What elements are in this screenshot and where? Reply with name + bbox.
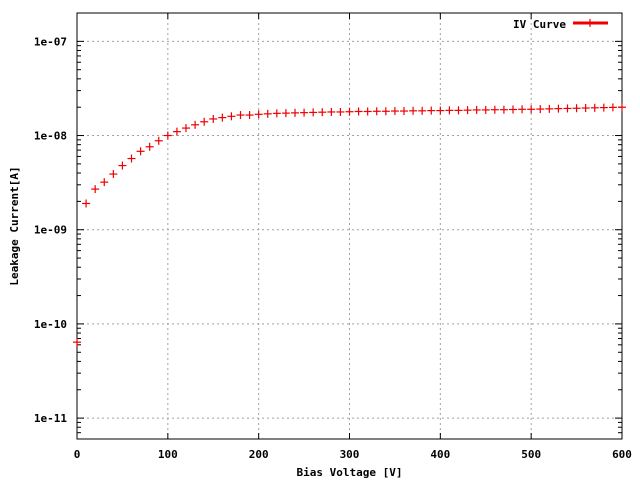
- data-point: [200, 117, 209, 126]
- data-point: [73, 338, 81, 347]
- data-point: [536, 105, 545, 114]
- data-point: [563, 104, 572, 113]
- data-point: [445, 106, 454, 115]
- y-tick-label: 1e-08: [34, 130, 67, 143]
- data-point: [390, 107, 399, 116]
- data-point: [608, 103, 617, 112]
- data-point: [163, 131, 172, 140]
- data-point: [354, 107, 363, 116]
- data-point: [490, 105, 499, 114]
- data-point: [100, 178, 109, 187]
- data-point: [436, 106, 445, 115]
- data-point: [227, 112, 236, 121]
- data-point: [454, 106, 463, 115]
- data-point: [209, 114, 218, 123]
- x-tick-label: 0: [74, 448, 81, 461]
- data-point: [618, 103, 626, 112]
- x-tick-label: 500: [521, 448, 541, 461]
- data-point: [109, 170, 118, 179]
- data-point: [272, 109, 281, 118]
- data-point: [345, 107, 354, 116]
- data-point: [336, 107, 345, 116]
- data-point: [527, 105, 536, 114]
- data-point: [218, 113, 227, 122]
- legend-marker-sample: [586, 19, 594, 27]
- data-point: [554, 104, 563, 113]
- data-point: [418, 106, 427, 115]
- data-point: [472, 105, 481, 114]
- data-point: [191, 120, 200, 129]
- data-point: [281, 109, 290, 118]
- data-point: [327, 107, 336, 116]
- data-point: [254, 110, 263, 119]
- y-tick-label: 1e-11: [34, 412, 67, 425]
- data-point: [127, 154, 136, 163]
- data-point: [409, 106, 418, 115]
- data-point: [291, 108, 299, 117]
- y-tick-labels: 1e-11 1e-10 1e-09 1e-08 1e-07: [34, 35, 67, 425]
- data-point: [481, 105, 490, 114]
- x-axis-label: Bias Voltage [V]: [297, 466, 403, 479]
- data-point: [581, 104, 590, 113]
- y-tick-label: 1e-07: [34, 35, 67, 48]
- data-point: [309, 108, 318, 117]
- y-axis-label: Leakage Current[A]: [8, 166, 21, 285]
- data-markers: [73, 103, 626, 347]
- data-point: [590, 103, 599, 112]
- x-tick-labels: 0 100 200 300 400 500 600: [74, 448, 632, 461]
- data-point: [599, 103, 608, 112]
- axis-ticks: [76, 12, 623, 440]
- data-point: [172, 127, 181, 136]
- data-point: [499, 105, 508, 114]
- x-tick-label: 300: [340, 448, 360, 461]
- data-point: [545, 104, 554, 113]
- x-tick-label: 200: [249, 448, 269, 461]
- data-point: [118, 161, 127, 170]
- legend-label: IV Curve: [513, 18, 566, 31]
- data-point: [182, 124, 190, 133]
- y-tick-label: 1e-10: [34, 318, 67, 331]
- data-point: [509, 105, 517, 114]
- x-tick-label: 100: [158, 448, 178, 461]
- x-tick-label: 600: [612, 448, 632, 461]
- data-point: [318, 108, 327, 117]
- data-point: [91, 185, 100, 194]
- data-point: [363, 107, 372, 116]
- data-point: [400, 107, 408, 116]
- y-tick-label: 1e-09: [34, 224, 67, 237]
- data-point: [245, 111, 254, 120]
- x-tick-label: 400: [430, 448, 450, 461]
- legend: IV Curve: [513, 18, 608, 31]
- data-point: [263, 109, 272, 118]
- data-point: [236, 111, 245, 120]
- data-point: [463, 106, 472, 115]
- data-point: [572, 104, 581, 113]
- data-point: [381, 107, 390, 116]
- data-point: [145, 142, 154, 151]
- data-point: [82, 199, 91, 208]
- data-point: [372, 107, 381, 116]
- data-point: [518, 105, 527, 114]
- data-point: [427, 106, 436, 115]
- data-point: [136, 147, 145, 156]
- data-point: [154, 136, 163, 145]
- data-point: [300, 108, 309, 117]
